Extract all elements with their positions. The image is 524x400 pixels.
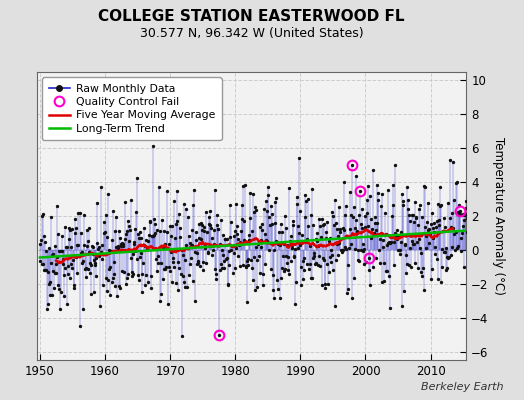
Y-axis label: Temperature Anomaly (°C): Temperature Anomaly (°C) <box>492 137 505 295</box>
Legend: Raw Monthly Data, Quality Control Fail, Five Year Moving Average, Long-Term Tren: Raw Monthly Data, Quality Control Fail, … <box>42 78 222 140</box>
Text: Berkeley Earth: Berkeley Earth <box>421 382 503 392</box>
Text: 30.577 N, 96.342 W (United States): 30.577 N, 96.342 W (United States) <box>140 27 363 40</box>
Text: COLLEGE STATION EASTERWOOD FL: COLLEGE STATION EASTERWOOD FL <box>99 9 405 24</box>
